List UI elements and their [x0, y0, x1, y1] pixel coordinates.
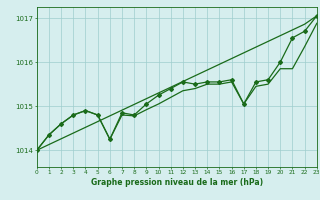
X-axis label: Graphe pression niveau de la mer (hPa): Graphe pression niveau de la mer (hPa): [91, 178, 263, 187]
